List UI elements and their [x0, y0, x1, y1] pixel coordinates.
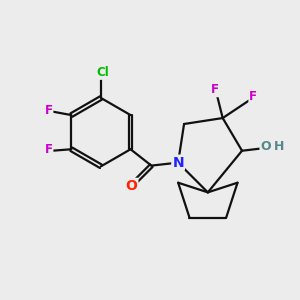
Text: O: O — [260, 140, 271, 153]
Text: F: F — [44, 104, 52, 117]
Text: F: F — [210, 83, 218, 96]
Text: H: H — [274, 140, 284, 153]
Text: O: O — [125, 179, 137, 193]
Text: Cl: Cl — [96, 66, 109, 79]
Text: F: F — [249, 90, 257, 103]
Text: N: N — [172, 156, 184, 170]
Text: F: F — [44, 143, 52, 156]
